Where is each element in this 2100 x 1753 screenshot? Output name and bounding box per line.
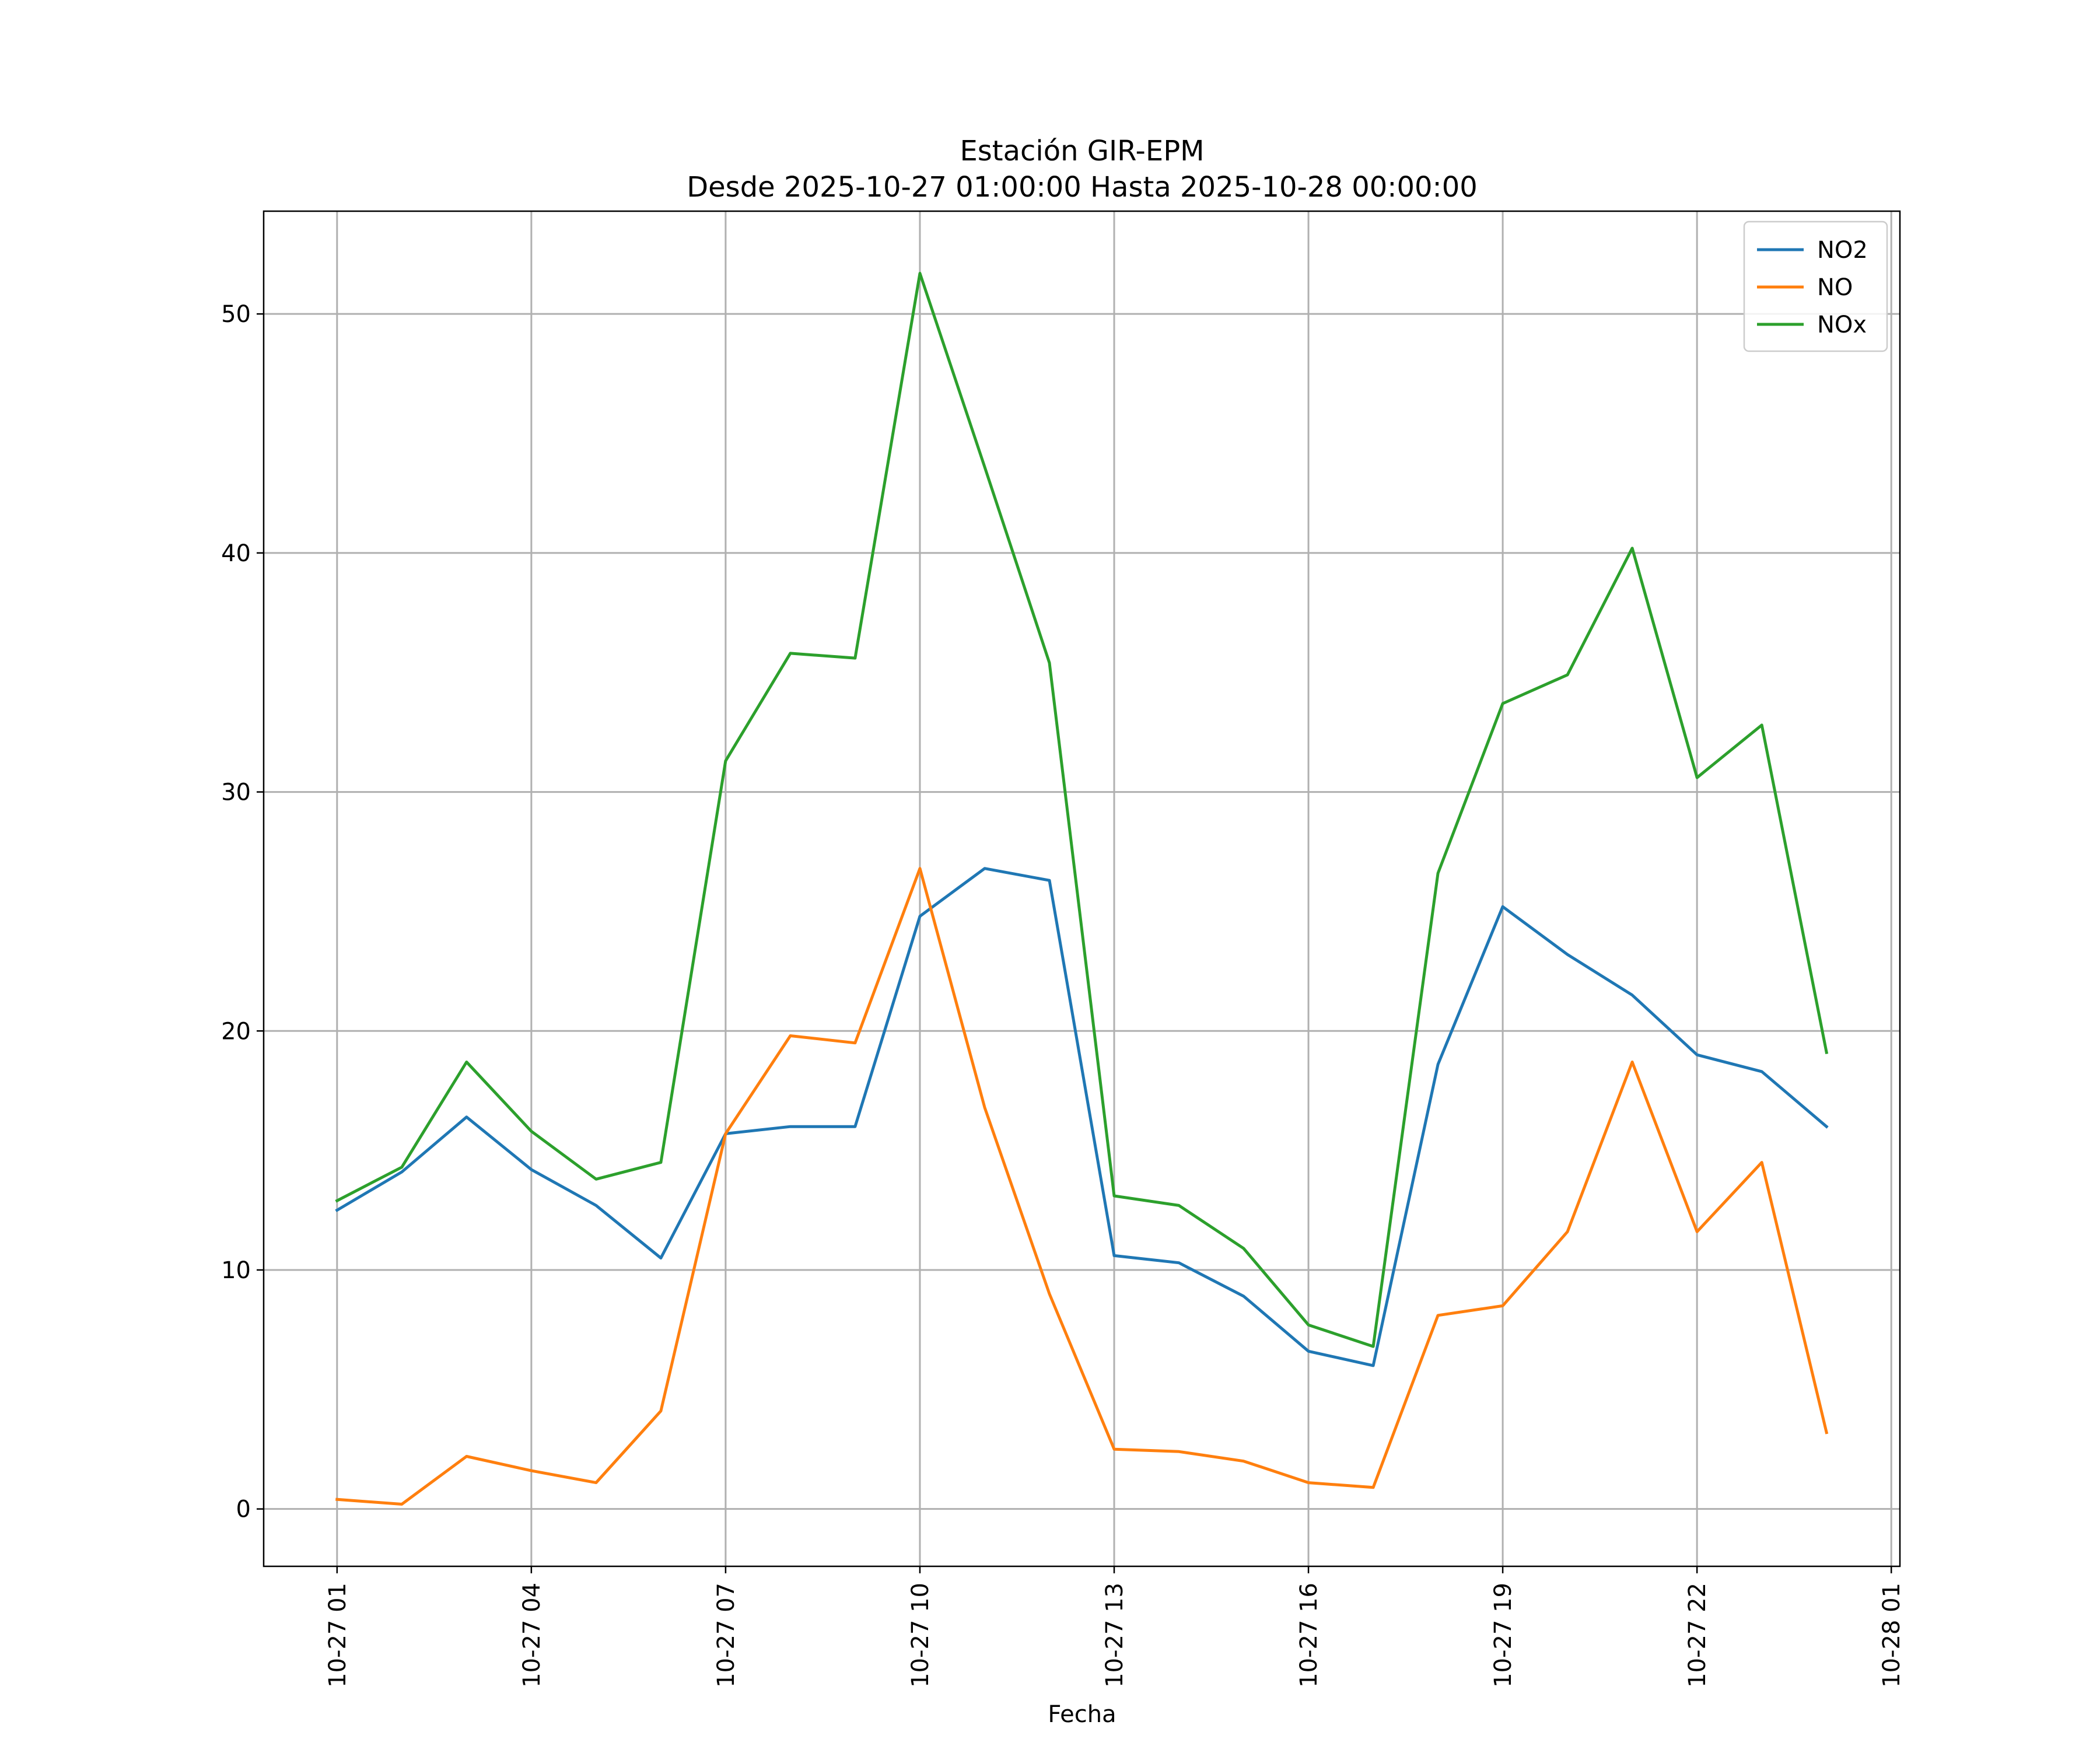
x-tick-label: 10-27 22 [1684,1583,1711,1688]
x-tick-label: 10-28 01 [1878,1583,1905,1688]
series-line-no [335,867,1829,1506]
y-tick-label: 10 [221,1257,251,1284]
grid [264,211,1900,1566]
x-tick-label: 10-27 07 [713,1583,740,1688]
y-tick-label: 30 [221,779,251,806]
x-tick-label: 10-27 01 [324,1583,351,1688]
legend-label-nox: NOx [1817,312,1867,338]
x-tick-label: 10-27 13 [1101,1583,1128,1688]
x-tick-label: 10-27 04 [519,1583,545,1688]
y-tick-label: 40 [221,540,251,567]
y-tick-label: 0 [236,1496,251,1523]
series-line-nox [335,272,1829,1348]
y-tick-label: 50 [221,301,251,328]
legend-label-no2: NO2 [1817,237,1868,264]
legend-label-no: NO [1817,274,1853,301]
axes: 0 10 20 30 40 50 10-27 01 10-27 04 10-27 07 10-27… [221,210,1905,1688]
chart-subtitle: Desde 2025-10-27 01:00:00 Hasta 2025-10-… [687,171,1478,204]
y-tick-label: 20 [221,1018,251,1045]
series-line-no2 [335,867,1829,1367]
x-tick-label: 10-27 16 [1296,1583,1322,1688]
plot-lines [335,272,1829,1506]
legend-box [1743,221,1888,352]
legend: NO2 NO NOx [1743,221,1888,352]
x-tick-label: 10-27 10 [907,1583,934,1688]
plot-frame [262,210,1901,1567]
x-tick-label: 10-27 19 [1490,1583,1517,1688]
chart-title: Estación GIR-EPM [960,135,1204,167]
x-axis-label: Fecha [1048,1701,1116,1728]
